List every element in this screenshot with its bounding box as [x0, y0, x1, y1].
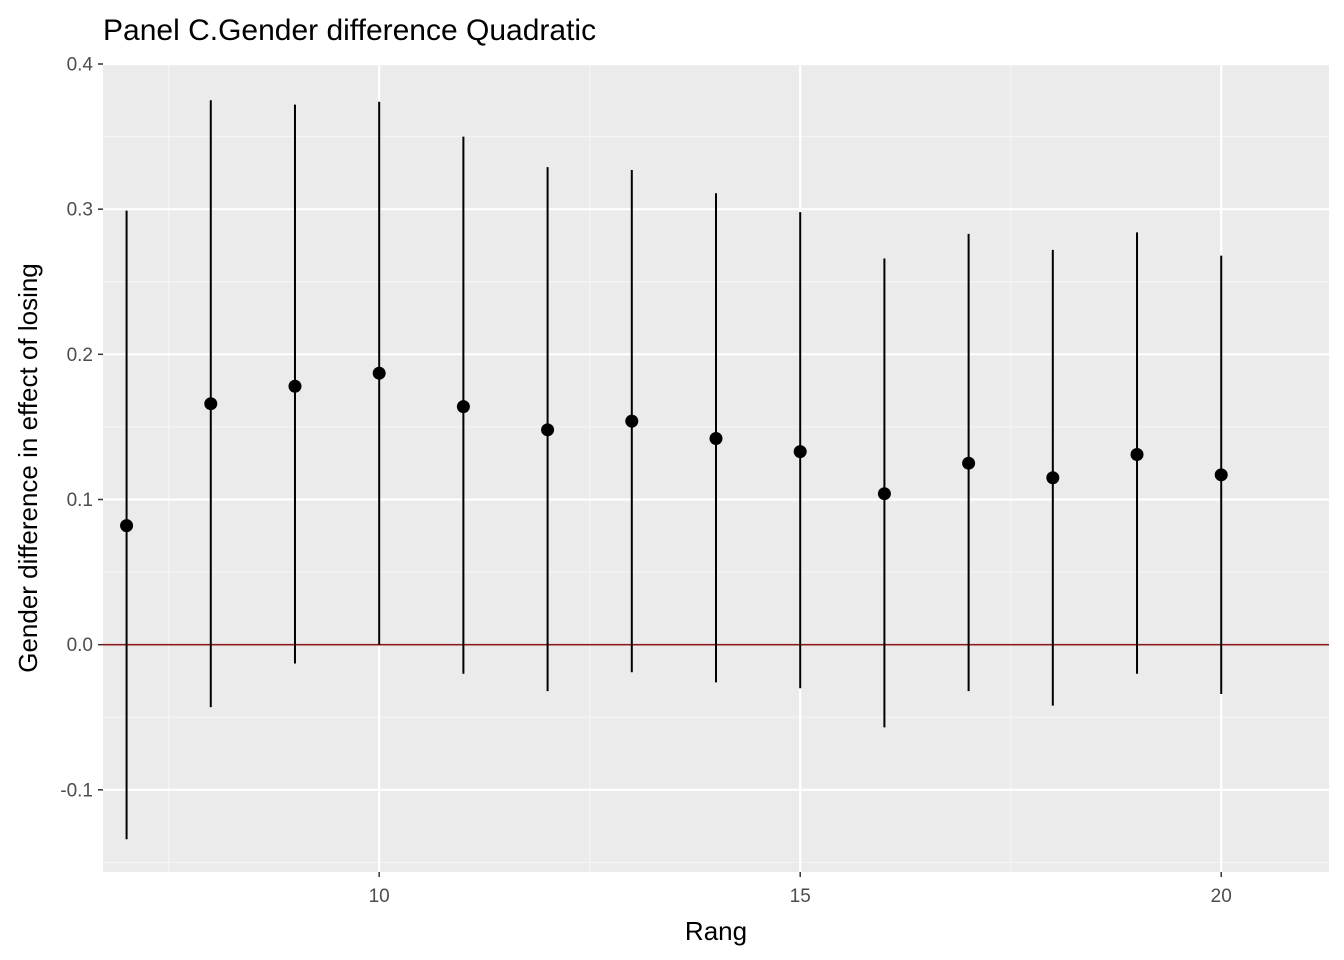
- data-point: [456, 400, 470, 414]
- y-axis: -0.1 0.0 0.1 0.2 0.3 0.4: [60, 55, 103, 801]
- data-point: [541, 423, 555, 437]
- data-point: [1214, 468, 1228, 482]
- y-tick-label: 0.4: [67, 55, 94, 76]
- data-point: [962, 456, 976, 470]
- chart-title: Panel C.Gender difference Quadratic: [103, 14, 596, 47]
- data-point: [288, 379, 302, 393]
- y-tick-label: -0.1: [60, 780, 93, 801]
- data-point: [625, 414, 639, 428]
- x-axis-title: Rang: [685, 916, 747, 946]
- data-points: [120, 366, 1228, 533]
- y-tick-label: 0.3: [67, 200, 93, 221]
- y-tick-label: 0.0: [67, 635, 93, 656]
- data-point: [120, 519, 134, 533]
- data-point: [1130, 447, 1144, 461]
- data-point: [1046, 471, 1060, 485]
- x-tick-label: 10: [369, 886, 390, 907]
- y-tick-label: 0.1: [67, 490, 93, 511]
- y-axis-title: Gender difference in effect of losing: [13, 263, 43, 673]
- y-tick-label: 0.2: [67, 345, 93, 366]
- x-axis: 10 15 20: [369, 872, 1232, 907]
- x-tick-label: 15: [790, 886, 811, 907]
- x-tick-label: 20: [1211, 886, 1232, 907]
- data-point: [372, 366, 386, 380]
- data-point: [793, 445, 807, 459]
- data-point: [709, 432, 723, 446]
- data-point: [204, 397, 218, 411]
- data-point: [877, 487, 891, 501]
